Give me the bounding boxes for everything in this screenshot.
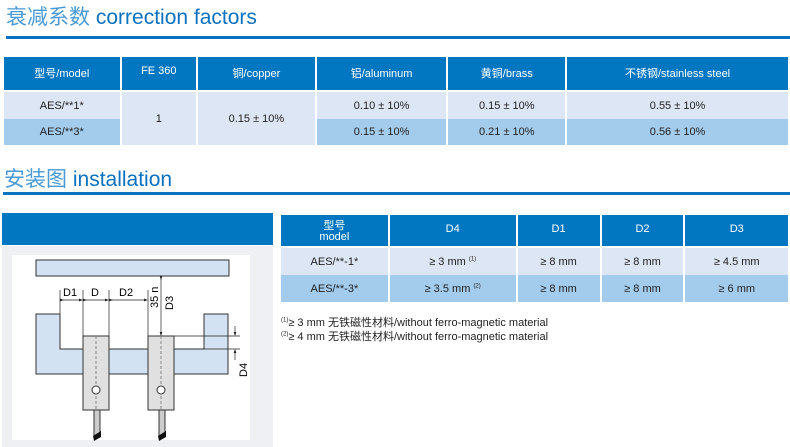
cell: AES/**3*: [4, 119, 120, 145]
label-d: D: [91, 287, 99, 299]
cell: AES/**-1*: [281, 248, 388, 275]
col-header: 黄铜/brass: [448, 57, 566, 90]
col-header: 型号 model: [281, 215, 388, 246]
correction-factors-title: 衰减系数 correction factors: [6, 1, 257, 31]
title-zh: 安装图: [4, 167, 67, 191]
cell: 0.21 ± 10%: [448, 119, 566, 145]
cell: 0.55 ± 10%: [567, 92, 788, 119]
cell: ≥ 4.5 mm: [685, 248, 788, 275]
footnote-text: ≥ 3 mm 无铁磁性材料/without ferro-magnetic mat…: [288, 317, 549, 329]
diagram-header: [2, 213, 273, 245]
divider: [3, 192, 790, 195]
table-row: AES/**3* 0.15 ± 10% 0.21 ± 10% 0.56 ± 10…: [4, 119, 788, 145]
col-header: D3: [685, 215, 788, 246]
col-header: 铜/copper: [198, 57, 315, 90]
cell: 0.56 ± 10%: [567, 119, 788, 145]
footnote-mark: (1): [281, 317, 289, 324]
label-35n: 35 n: [149, 287, 161, 308]
divider: [6, 36, 790, 39]
footnote-ref: (1): [468, 255, 477, 262]
col-header: 型号/model: [4, 57, 120, 90]
cell: 0.15 ± 10%: [448, 92, 566, 119]
title-zh: 衰减系数: [6, 5, 90, 29]
col-header: D1: [517, 215, 600, 246]
footnote: (2)≥ 4 mm 无铁磁性材料/without ferro-magnetic …: [281, 328, 548, 344]
col-header: FE 360: [121, 57, 197, 90]
cell: ≥ 8 mm: [517, 275, 600, 302]
cell: ≥ 6 mm: [685, 275, 788, 302]
target-plate: [35, 259, 230, 277]
header-zh: 型号: [323, 220, 346, 232]
table-row: AES/**-3* ≥ 3.5 mm (2) ≥ 8 mm ≥ 8 mm ≥ 6…: [281, 275, 788, 302]
correction-table: 型号/model FE 360 铜/copper 铝/aluminum 黄铜/b…: [2, 57, 790, 145]
header-en: model: [319, 231, 350, 243]
mounting-bracket: [35, 313, 229, 375]
cell: 0.15 ± 10%: [198, 92, 315, 145]
cell: 0.10 ± 10%: [316, 92, 447, 119]
value: ≥ 3.5 mm: [424, 282, 471, 295]
title-en: correction factors: [95, 6, 257, 29]
cell: ≥ 8 mm: [517, 248, 600, 275]
cell: ≥ 8 mm: [601, 275, 684, 302]
cell: 1: [121, 92, 197, 145]
cell: ≥ 3 mm (1): [389, 248, 516, 275]
installation-table: 型号 model D4 D1 D2 D3 AES/**-1* ≥ 3 mm (1)…: [279, 215, 790, 302]
label-d3: D3: [164, 296, 176, 310]
cell: ≥ 3.5 mm (2): [389, 275, 516, 302]
footnote: (1)≥ 3 mm 无铁磁性材料/without ferro-magnetic …: [281, 314, 548, 330]
sensor-right: [147, 335, 175, 441]
label-d1: D1: [63, 287, 77, 299]
cell: AES/**-3*: [281, 275, 388, 302]
col-header: 不锈钢/stainless steel: [567, 57, 788, 90]
table-row: AES/**1* 1 0.15 ± 10% 0.10 ± 10% 0.15 ± …: [4, 92, 788, 145]
footnote-text: ≥ 4 mm 无铁磁性材料/without ferro-magnetic mat…: [288, 331, 549, 343]
cell: 0.15 ± 10%: [316, 119, 447, 145]
label-d2: D2: [119, 287, 133, 299]
col-header: D2: [601, 215, 684, 246]
footnote-mark: (2): [281, 331, 289, 338]
col-header: D4: [389, 215, 516, 246]
value: ≥ 3 mm: [429, 255, 466, 268]
sensor-left: [82, 335, 110, 441]
table-row: AES/**-1* ≥ 3 mm (1) ≥ 8 mm ≥ 8 mm ≥ 4.5…: [281, 248, 788, 275]
label-d4: D4: [238, 363, 250, 377]
col-header: 铝/aluminum: [316, 57, 447, 90]
cell: ≥ 8 mm: [601, 248, 684, 275]
installation-title: 安装图 installation: [4, 163, 172, 193]
cell: AES/**1*: [4, 92, 120, 119]
title-en: installation: [72, 168, 173, 191]
footnote-ref: (2): [473, 282, 481, 289]
installation-drawing: D1 D D2 35 n D3 D4: [35, 259, 250, 441]
